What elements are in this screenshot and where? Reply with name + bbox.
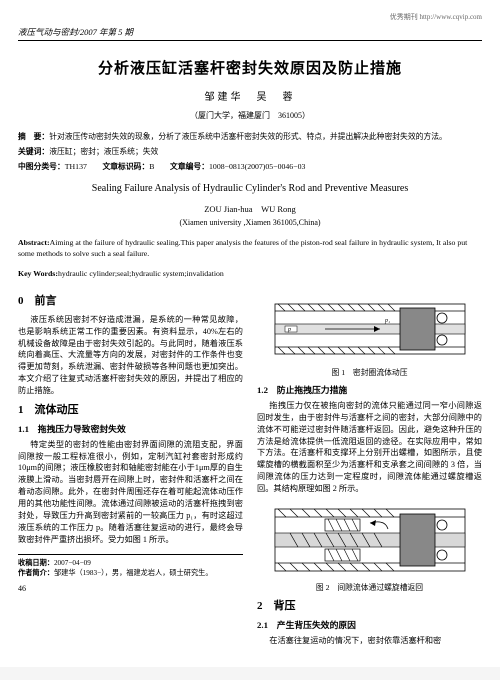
section-1-1-heading: 1.1 拖拽压力导致密封失效 — [18, 423, 243, 436]
article-no-text: 1008−0813(2007)05−0046−03 — [209, 162, 305, 171]
doc-code-text: B — [149, 162, 154, 171]
paragraph: 拖拽压力仅在被拖向密封的流体只能通过同一窄小间隙返回时发生，由于密封件与活塞杆之… — [257, 400, 482, 495]
section-1-2-heading: 1.2 防止拖拽压力措施 — [257, 384, 482, 397]
footer-author: 作者简介：邹建华（1983−），男，福建龙岩人，硕士研究生。 — [18, 568, 243, 578]
keywords-en-label: Key Words: — [18, 269, 58, 278]
footer-author-text: 邹建华（1983−），男，福建龙岩人，硕士研究生。 — [54, 569, 213, 577]
abstract-cn-text: 针对液压传动密封失效的现象，分析了液压系统中活塞杆密封失效的形式、特点，并提出解… — [49, 132, 447, 141]
paragraph: 液压系统因密封不好造成泄漏，是系统的一种常见故障，也是影响系统正常工作的重要因素… — [18, 314, 243, 397]
footer-author-label: 作者简介： — [18, 569, 54, 577]
section-2-heading: 2 背压 — [257, 599, 482, 615]
figure-1: p p₁ 图 1 密封圈流体动压 — [257, 294, 482, 378]
article-no-label: 文章编号： — [170, 162, 209, 171]
page: 优秀期刊 http://www.cqvip.com 液压气动与密封/2007 年… — [0, 0, 500, 667]
abstract-en: Abstract:Aiming at the failure of hydrau… — [18, 237, 482, 260]
title-english: Sealing Failure Analysis of Hydraulic Cy… — [18, 182, 482, 197]
footer: 收稿日期：2007−04−09 作者简介：邹建华（1983−），男，福建龙岩人，… — [18, 554, 243, 579]
abstract-en-label: Abstract: — [18, 238, 50, 247]
journal-header: 液压气动与密封/2007 年第 5 期 — [18, 26, 482, 41]
authors-chinese: 邹建华 吴 蓉 — [18, 91, 482, 106]
footer-date-label: 收稿日期： — [18, 559, 54, 567]
svg-text:p: p — [287, 327, 291, 333]
abstract-cn-label: 摘 要： — [18, 132, 49, 141]
keywords-en-text: hydraulic cylinder;seal;hydraulic system… — [58, 269, 224, 278]
figure-2: 图 2 间隙流体通过螺旋槽返回 — [257, 501, 482, 593]
figure-1-caption: 图 1 密封圈流体动压 — [257, 367, 482, 378]
paragraph: 特定类型的密封的性能由密封界面间隙的流阻支配，界面间隙按一般工程标准很小，例如，… — [18, 439, 243, 546]
keywords-cn: 关键词：液压缸；密封；液压系统；失效 — [18, 146, 482, 158]
figure-2-caption: 图 2 间隙流体通过螺旋槽返回 — [257, 582, 482, 593]
title-chinese: 分析液压缸活塞杆密封失效原因及防止措施 — [18, 59, 482, 81]
keywords-cn-label: 关键词： — [18, 147, 49, 156]
footer-date: 收稿日期：2007−04−09 — [18, 558, 243, 568]
classification-line: 中图分类号：TH137 文章标识码：B 文章编号：1008−0813(2007)… — [18, 161, 482, 173]
keywords-cn-text: 液压缸；密封；液压系统；失效 — [49, 147, 158, 156]
top-banner: 优秀期刊 http://www.cqvip.com — [18, 12, 482, 22]
section-0-heading: 0 前言 — [18, 294, 243, 310]
doc-code-label: 文章标识码： — [102, 162, 149, 171]
two-column-body: 0 前言 液压系统因密封不好造成泄漏，是系统的一种常见故障，也是影响系统正常工作… — [18, 288, 482, 649]
left-column: 0 前言 液压系统因密封不好造成泄漏，是系统的一种常见故障，也是影响系统正常工作… — [18, 288, 243, 649]
affiliation-chinese: （厦门大学，福建厦门 361005） — [18, 110, 482, 122]
abstract-cn: 摘 要：针对液压传动密封失效的现象，分析了液压系统中活塞杆密封失效的形式、特点，… — [18, 131, 482, 143]
cls-text: TH137 — [65, 162, 87, 171]
paragraph: 在活塞往复运动的情况下，密封依靠活塞杆和密 — [257, 635, 482, 647]
right-column: p p₁ 图 1 密封圈流体动压 1.2 防止拖拽压力措施 拖拽压力仅在被拖向密… — [257, 288, 482, 649]
figure-1-svg: p p₁ — [270, 294, 470, 364]
page-number: 46 — [18, 583, 243, 595]
keywords-en: Key Words:hydraulic cylinder;seal;hydrau… — [18, 268, 482, 280]
cls-label: 中图分类号： — [18, 162, 65, 171]
section-2-1-heading: 2.1 产生背压失效的原因 — [257, 619, 482, 632]
footer-date-text: 2007−04−09 — [54, 559, 91, 567]
affiliation-english: (Xiamen university ,Xiamen 361005,China) — [18, 217, 482, 229]
section-1-heading: 1 流体动压 — [18, 403, 243, 419]
abstract-en-text: Aiming at the failure of hydraulic seali… — [18, 238, 467, 259]
svg-text:p₁: p₁ — [384, 318, 390, 324]
figure-2-svg — [270, 501, 470, 579]
authors-english: ZOU Jian-hua WU Rong — [18, 203, 482, 215]
